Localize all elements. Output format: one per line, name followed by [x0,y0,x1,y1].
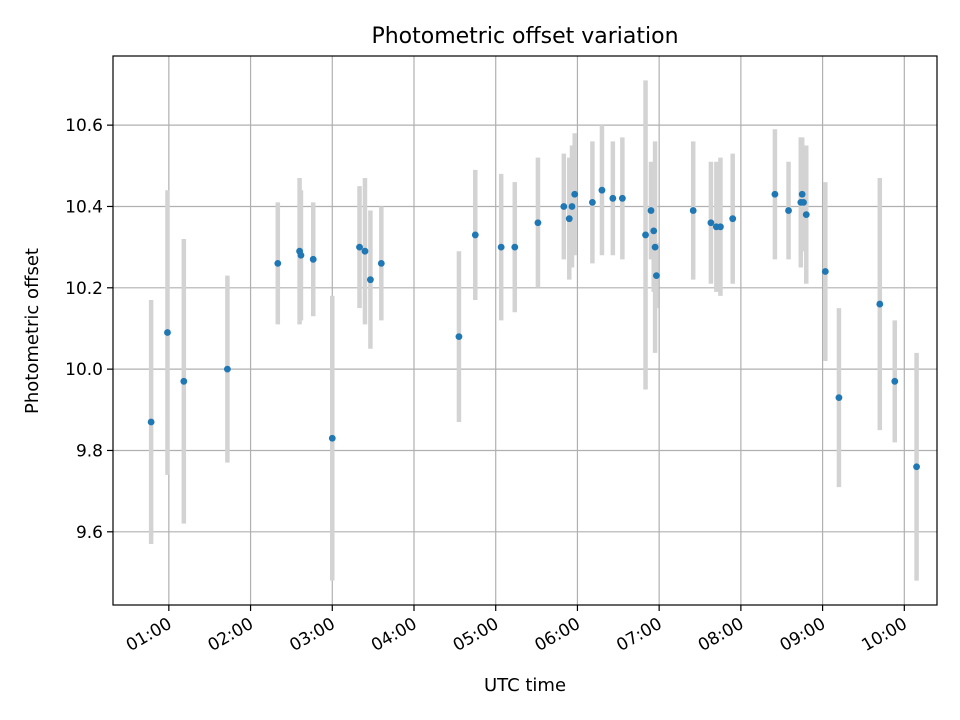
y-tick-label: 10.2 [65,279,103,299]
data-point [224,365,231,373]
data-point [361,247,369,255]
data-point [309,255,317,263]
y-axis-ticks: 9.6 9.8 10.0 10.2 10.4 10.6 [65,116,113,543]
data-point [471,231,479,239]
data-point [589,199,596,206]
data-point [800,199,807,206]
y-tick-label: 9.8 [76,441,103,461]
data-point [876,300,884,308]
data-point [497,243,505,251]
plot-area [113,56,937,605]
data-point [821,268,829,275]
data-point [835,394,843,401]
data-point [642,231,649,239]
data-point [689,207,697,214]
data-point [328,434,336,442]
data-point [653,272,660,279]
data-point [297,251,305,259]
plot-frame [112,55,938,606]
data-point [785,207,792,214]
data-point [571,190,579,198]
data-point [534,219,542,227]
chart-title: Photometric offset variation [371,24,678,49]
data-point [802,211,810,219]
data-point [560,203,568,210]
data-point [609,194,617,202]
data-point [367,276,374,284]
y-tick-label: 10.6 [65,116,103,136]
data-point [650,227,658,235]
data-point [891,377,899,385]
data-point [798,190,806,198]
data-point [598,186,606,194]
data-point [717,223,724,231]
x-axis-label: UTC time [484,675,566,696]
data-point [647,207,655,214]
data-point [511,243,519,251]
data-point [565,215,573,223]
data-point [707,219,715,227]
data-point [377,260,385,267]
data-point [147,418,155,426]
data-point [771,190,779,198]
grid-layer [113,56,937,605]
y-tick-label: 10.0 [65,360,103,380]
y-tick-label: 10.4 [65,197,103,217]
marker-layer [147,186,920,471]
data-point [913,463,920,471]
data-point [356,243,363,251]
data-point [180,377,188,385]
data-point [618,194,626,202]
data-point [274,260,282,267]
data-point [568,203,576,210]
y-axis-label: Photometric offset [22,248,43,414]
y-tick-label: 9.6 [76,523,103,543]
data-point [164,329,171,336]
data-point [455,333,463,340]
data-point [729,215,737,223]
data-point [651,243,659,251]
